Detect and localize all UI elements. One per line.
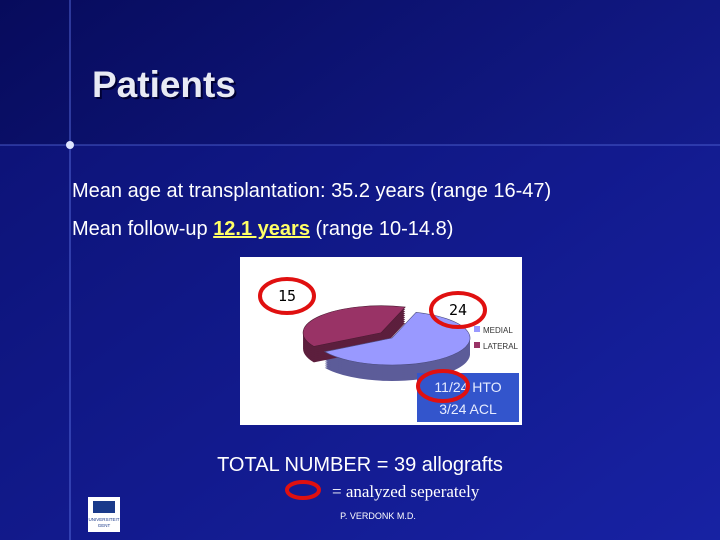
data-label: 15 bbox=[278, 287, 296, 305]
legend-swatch bbox=[474, 326, 480, 332]
highlight: 12.1 years bbox=[213, 218, 310, 240]
highlight-circle bbox=[429, 291, 487, 329]
total: TOTAL NUMBER = 39 allografts bbox=[217, 454, 503, 476]
highlight-circle bbox=[416, 369, 470, 403]
bullet: Mean follow-up 12.1 years (range 10-14.8… bbox=[72, 218, 453, 240]
legend-circle bbox=[285, 480, 321, 500]
logo-icon bbox=[93, 501, 115, 513]
text: Mean follow-up bbox=[72, 218, 213, 240]
title: Patients bbox=[92, 64, 236, 105]
pie bbox=[302, 305, 471, 381]
logo-text: GENT bbox=[98, 523, 111, 528]
legend-label: MEDIAL bbox=[483, 326, 513, 335]
legend-label: LATERAL bbox=[483, 342, 519, 351]
legend-note: = analyzed seperately bbox=[332, 482, 480, 501]
bullet: Mean age at transplantation: 35.2 years … bbox=[72, 180, 551, 202]
text: (range 10-14.8) bbox=[310, 218, 453, 240]
note-line: 3/24 ACL bbox=[439, 401, 497, 417]
data-label: 24 bbox=[449, 301, 467, 319]
logo-text: UNIVERSITEIT bbox=[88, 517, 119, 522]
footer: P. VERDONK M.D. bbox=[340, 511, 416, 521]
flare-point bbox=[66, 141, 74, 149]
pie-slice bbox=[323, 312, 471, 366]
title-shadow: Patients bbox=[94, 66, 238, 107]
highlight-circle bbox=[258, 277, 316, 315]
legend-swatch bbox=[474, 342, 480, 348]
pie-slice bbox=[302, 305, 406, 347]
